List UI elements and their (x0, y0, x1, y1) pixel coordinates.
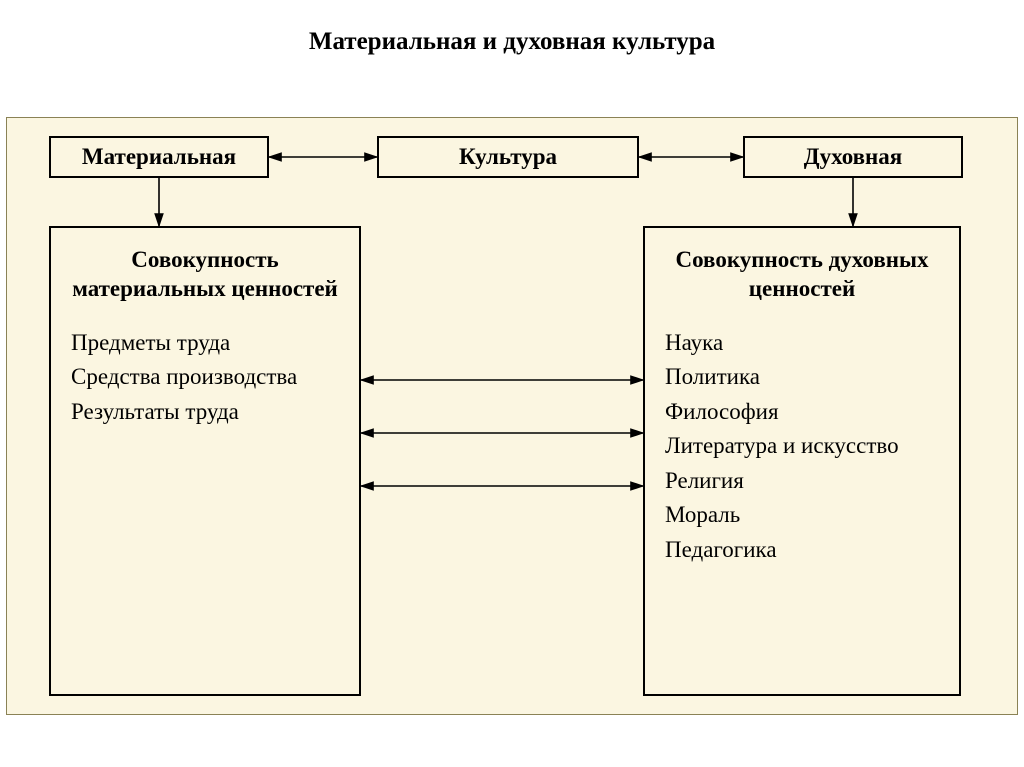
material-values-heading: Совокупность материальных ценностей (71, 246, 339, 304)
node-culture-label: Культура (459, 144, 557, 170)
list-item: Наука (665, 326, 939, 361)
list-item: Результаты труда (71, 395, 339, 430)
diagram-area: Материальная Культура Духовная Совокупно… (6, 117, 1018, 715)
spiritual-values-box: Совокупность духовных ценностей Наука По… (643, 226, 961, 696)
material-values-box: Совокупность материальных ценностей Пред… (49, 226, 361, 696)
list-item: Философия (665, 395, 939, 430)
list-item: Религия (665, 464, 939, 499)
node-material-label: Материальная (82, 144, 236, 170)
list-item: Предметы труда (71, 326, 339, 361)
spiritual-values-heading: Совокупность духовных ценностей (665, 246, 939, 304)
node-spiritual: Духовная (743, 136, 963, 178)
list-item-text: Средства производства (71, 364, 297, 389)
page-title: Материальная и духовная культура (0, 28, 1024, 56)
list-item: Политика (665, 360, 939, 395)
node-culture: Культура (377, 136, 639, 178)
list-item: Мораль (665, 498, 939, 533)
material-values-items: Предметы труда Средства производства Рез… (71, 326, 339, 430)
list-item: Педагогика (665, 533, 939, 568)
list-item: Средства производства (71, 360, 339, 395)
node-material: Материальная (49, 136, 269, 178)
node-spiritual-label: Духовная (804, 144, 903, 170)
list-item: Литература и искусство (665, 429, 939, 464)
spiritual-values-items: Наука Политика Философия Литература и ис… (665, 326, 939, 568)
